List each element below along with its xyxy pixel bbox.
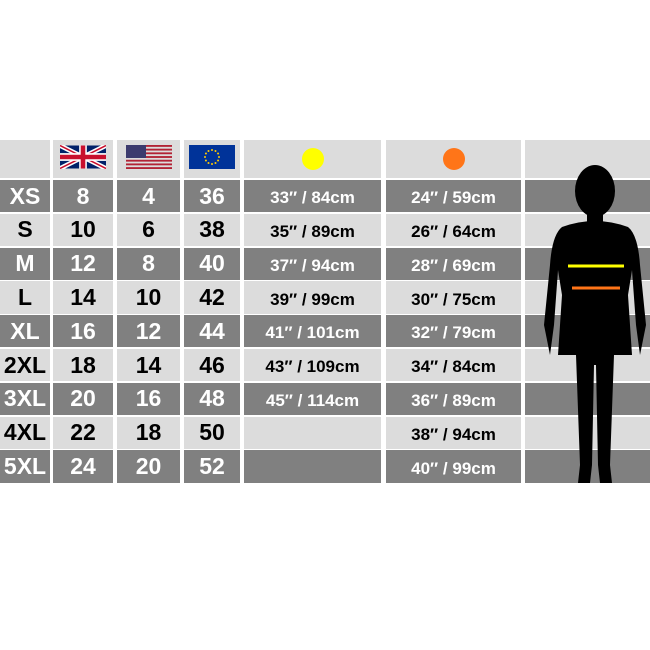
size-label: 2XL	[0, 349, 50, 382]
waist-measure: 38″ / 94cm	[386, 416, 521, 449]
size-label: L	[0, 281, 50, 314]
us-size: 8	[117, 247, 180, 280]
uk-size: 20	[53, 382, 113, 416]
size-label: S	[0, 213, 50, 247]
header-uk-size	[53, 140, 113, 178]
us-size: 10	[117, 281, 180, 314]
header-bust-measure	[244, 140, 381, 178]
us-size: 4	[117, 180, 180, 213]
us-size: 18	[117, 416, 180, 449]
bust-measure: 45″ / 114cm	[244, 382, 381, 416]
size-label: XS	[0, 180, 50, 213]
eu-size: 38	[184, 213, 240, 247]
bust-measure: 41″ / 101cm	[244, 315, 381, 348]
waist-measure: 26″ / 64cm	[386, 213, 521, 247]
eu-size: 42	[184, 281, 240, 314]
waist-measure: 28″ / 69cm	[386, 247, 521, 280]
size-label: M	[0, 247, 50, 280]
size-label: 5XL	[0, 450, 50, 483]
bust-measure: 37″ / 94cm	[244, 247, 381, 280]
bust-measure: 39″ / 99cm	[244, 281, 381, 314]
uk-size: 16	[53, 315, 113, 348]
bust-measure	[244, 450, 381, 483]
waist-measure: 30″ / 75cm	[386, 281, 521, 314]
bust-measure: 43″ / 109cm	[244, 349, 381, 382]
eu-size: 40	[184, 247, 240, 280]
eu-size: 48	[184, 382, 240, 416]
uk-size: 18	[53, 349, 113, 382]
size-label: 3XL	[0, 382, 50, 416]
woman-silhouette-icon	[544, 165, 646, 483]
uk-size: 8	[53, 180, 113, 213]
size-label: XL	[0, 315, 50, 348]
header-blank	[0, 140, 50, 178]
uk-flag-icon	[58, 142, 108, 174]
eu-size: 46	[184, 349, 240, 382]
bust-measure: 35″ / 89cm	[244, 213, 381, 247]
bust-measure: 33″ / 84cm	[244, 180, 381, 213]
header-waist-measure	[386, 140, 521, 178]
uk-size: 12	[53, 247, 113, 280]
bust-measure	[244, 416, 381, 449]
waist-measure: 36″ / 89cm	[386, 382, 521, 416]
us-size: 12	[117, 315, 180, 348]
waist-measure: 40″ / 99cm	[386, 450, 521, 483]
size-label: 4XL	[0, 416, 50, 449]
uk-size: 10	[53, 213, 113, 247]
bust-marker-icon	[301, 148, 324, 170]
eu-size: 36	[184, 180, 240, 213]
eu-flag-icon	[189, 144, 235, 174]
header-eu-size	[184, 140, 240, 178]
waist-measure: 32″ / 79cm	[386, 315, 521, 348]
uk-size: 24	[53, 450, 113, 483]
waist-measure: 34″ / 84cm	[386, 349, 521, 382]
us-flag-icon	[125, 144, 172, 174]
eu-size: 50	[184, 416, 240, 449]
us-size: 14	[117, 349, 180, 382]
us-size: 20	[117, 450, 180, 483]
size-chart: XS 8 4 36 33″ / 84cm 24″ / 59cm S 10 6 38 35″ / 89…	[0, 140, 650, 485]
uk-size: 14	[53, 281, 113, 314]
uk-size: 22	[53, 416, 113, 449]
waist-marker-icon	[442, 148, 465, 170]
header-us-size	[117, 140, 180, 178]
eu-size: 52	[184, 450, 240, 483]
us-size: 6	[117, 213, 180, 247]
waist-measure: 24″ / 59cm	[386, 180, 521, 213]
eu-size: 44	[184, 315, 240, 348]
us-size: 16	[117, 382, 180, 416]
